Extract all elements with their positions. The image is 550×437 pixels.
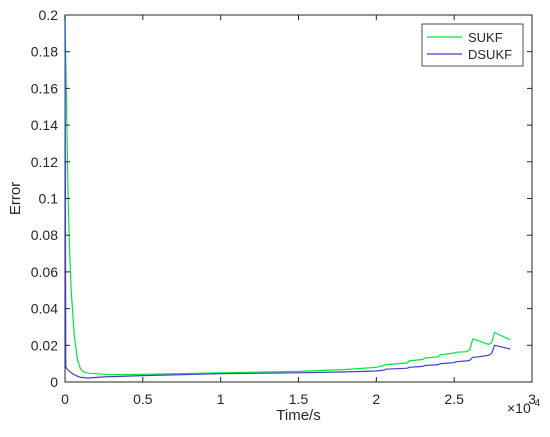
ticks-layer: 0 0.5 1 1.5 2 2.5 3 0 0.02 0.04 0.06 0.08 0.1 0.12 0.1… <box>31 7 536 407</box>
y-tick-label: 0.14 <box>31 117 58 133</box>
y-tick-label: 0 <box>50 374 58 390</box>
legend: SUKF DSUKF <box>421 23 524 67</box>
x-axis-exponent-label: ×10 4 <box>507 398 541 416</box>
x-axis-exponent-power: 4 <box>535 398 541 409</box>
y-tick-label: 0.18 <box>31 44 58 60</box>
x-tick-label: 0 <box>61 391 69 407</box>
y-tick-label: 0.2 <box>39 7 59 23</box>
x-tick-label: 2.5 <box>444 391 464 407</box>
legend-label-sukf: SUKF <box>468 30 503 45</box>
plot-area <box>64 14 533 383</box>
y-tick-label: 0.08 <box>31 227 58 243</box>
legend-label-dsukf: DSUKF <box>468 47 512 62</box>
x-tick-label: 1 <box>217 391 225 407</box>
series-line-sukf <box>64 14 511 376</box>
y-tick-label: 0.02 <box>31 337 58 353</box>
x-tick-label: 0.5 <box>133 391 153 407</box>
x-axis-label: Time/s <box>276 407 320 424</box>
x-axis-exponent-base: ×10 <box>507 400 531 416</box>
plot-frame <box>64 14 533 383</box>
series-layer <box>64 14 511 379</box>
labels-layer: Error Time/s ×10 4 <box>7 182 541 424</box>
y-tick-label: 0.12 <box>31 154 58 170</box>
x-tick-label: 2 <box>372 391 380 407</box>
y-tick-label: 0.04 <box>31 301 58 317</box>
y-axis-label: Error <box>7 182 24 215</box>
y-tick-label: 0.06 <box>31 264 58 280</box>
y-tick-label: 0.16 <box>31 80 58 96</box>
legend-box <box>421 23 524 67</box>
series-line-dsukf <box>64 14 511 379</box>
x-tick-label: 3 <box>528 391 536 407</box>
y-tick-label: 0.1 <box>39 191 59 207</box>
x-tick-label: 1.5 <box>289 391 309 407</box>
